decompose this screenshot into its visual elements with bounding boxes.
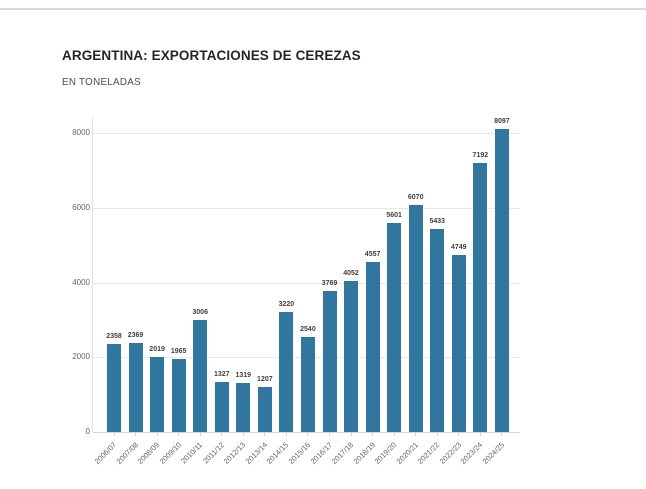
bar-value-label: 8097 [494, 118, 510, 126]
x-tick-mark [178, 432, 180, 436]
bar-value-label: 4557 [364, 250, 381, 258]
plot-area: 2358 2006/07 2369 2007/08 2019 2008/09 1965 200… [92, 117, 520, 466]
bar-value-label: 2369 [127, 332, 144, 340]
y-tick-label: 8000 [72, 128, 90, 138]
bar-value-label: 7192 [472, 152, 489, 160]
bar-value-label: 1327 [213, 371, 230, 379]
x-tick-mark [199, 432, 201, 436]
bar [214, 382, 229, 432]
y-tick-label: 4000 [72, 277, 90, 287]
bar-value-label: 2358 [106, 332, 122, 340]
bar-value-label: 1319 [235, 371, 252, 379]
bar-value-label: 3006 [192, 308, 208, 316]
x-tick-mark [329, 432, 330, 436]
gridline [93, 282, 520, 284]
x-tick-mark [458, 432, 460, 436]
bar [128, 343, 143, 432]
gridline [93, 133, 520, 135]
bar-value-label: 6070 [407, 194, 424, 202]
x-tick-mark [113, 432, 115, 436]
bar [171, 358, 186, 432]
bar-value-label: 4052 [343, 269, 359, 277]
bar-value-label: 1207 [257, 375, 273, 383]
bar [322, 291, 337, 432]
bar [430, 228, 445, 432]
x-tick-mark [372, 432, 374, 436]
bar [150, 356, 165, 432]
bar-value-label: 5601 [386, 211, 402, 219]
bar [494, 129, 509, 432]
bar [473, 163, 488, 432]
chart-title: ARGENTINA: EXPORTACIONES DE CEREZAS [62, 48, 361, 63]
x-tick-mark [264, 432, 266, 436]
bar [451, 254, 466, 432]
x-tick-mark [415, 432, 417, 436]
y-axis: 0 2000 4000 6000 8000 [62, 117, 90, 436]
bar [300, 337, 315, 432]
x-tick-mark [307, 432, 309, 436]
y-axis-line [92, 117, 93, 432]
bar-value-label: 4749 [451, 243, 467, 251]
bar [387, 222, 402, 432]
gridline [93, 207, 520, 209]
bar [344, 280, 359, 432]
bar-chart: 0 2000 4000 6000 8000 2358 2006/07 2369 2007/08… [62, 117, 532, 474]
bar-value-label: 3769 [321, 280, 338, 288]
y-tick-label: 6000 [72, 202, 90, 212]
bar [107, 343, 121, 432]
y-tick-label: 2000 [72, 352, 90, 362]
bar [279, 311, 294, 432]
bar [236, 382, 251, 432]
bar [365, 261, 380, 432]
x-tick-mark [135, 432, 137, 436]
y-tick-label: 0 [85, 427, 90, 436]
x-tick-mark [436, 432, 438, 436]
x-tick-mark [479, 432, 481, 436]
x-tick-mark [501, 432, 503, 436]
bar [257, 386, 272, 432]
bar-value-label: 2019 [149, 345, 165, 353]
bar-value-label: 2540 [300, 326, 316, 334]
bar [193, 319, 208, 432]
x-tick-mark [242, 432, 244, 436]
x-axis-baseline [93, 432, 520, 433]
x-tick-mark [285, 432, 287, 436]
x-tick-mark [156, 432, 158, 436]
bar-value-label: 3220 [278, 300, 295, 308]
chart-subtitle: EN TONELADAS [62, 77, 141, 88]
page: { "header": { "title": "ARGENTINA: EXPOR… [0, 8, 646, 474]
x-tick-mark [350, 432, 352, 436]
bar [408, 205, 423, 432]
top-divider [0, 8, 646, 10]
bar-value-label: 1965 [170, 347, 187, 355]
bar-value-label: 5433 [429, 217, 446, 225]
x-tick-mark [393, 432, 395, 436]
x-tick-mark [221, 432, 223, 436]
